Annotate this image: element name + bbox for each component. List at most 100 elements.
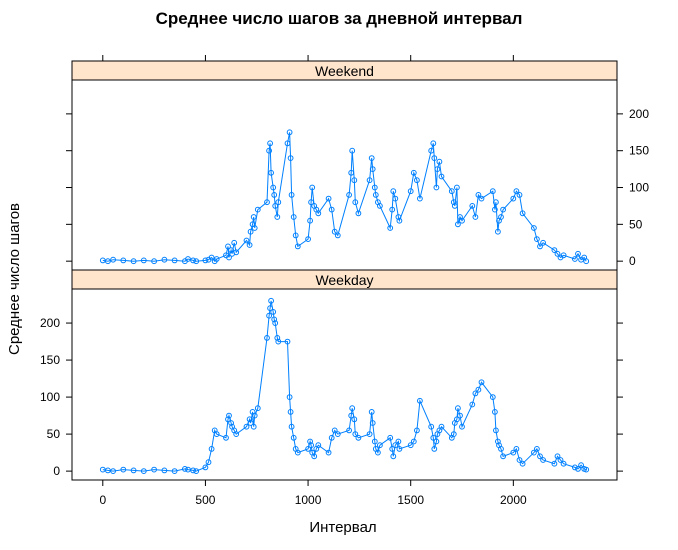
data-point (368, 155, 375, 162)
data-point (287, 409, 294, 415)
data-point (348, 169, 355, 176)
data-point (498, 214, 504, 220)
data-point (519, 460, 526, 467)
data-point (226, 412, 232, 419)
data-point (472, 390, 479, 397)
data-point (243, 423, 250, 430)
data-point (288, 423, 295, 430)
x-tick-label: 1000 (295, 493, 322, 507)
data-point (438, 423, 445, 430)
data-point (202, 257, 209, 264)
data-point (346, 427, 353, 434)
data-point (105, 258, 111, 265)
data-point (284, 338, 291, 345)
data-point (351, 416, 358, 423)
data-point (268, 169, 275, 176)
data-point (489, 188, 496, 195)
data-point (225, 243, 231, 250)
data-point (286, 129, 293, 136)
data-point (572, 256, 578, 262)
data-point (140, 257, 147, 264)
data-point (534, 236, 540, 243)
data-point (414, 427, 420, 434)
data-point (193, 468, 200, 475)
data-point (369, 420, 376, 426)
data-point (436, 158, 443, 165)
data-point (287, 155, 294, 162)
data-point (213, 256, 220, 262)
data-point (500, 453, 507, 460)
y-tick-label: 0 (629, 254, 636, 268)
data-point (407, 188, 414, 195)
data-point (274, 335, 281, 341)
data-point (325, 195, 332, 202)
data-point (331, 228, 338, 235)
data-point (161, 467, 168, 474)
data-point (510, 195, 517, 202)
data-point (315, 442, 322, 449)
data-point (516, 457, 523, 463)
data-point (478, 379, 485, 386)
data-point (469, 203, 476, 209)
data-point (438, 173, 445, 180)
data-point (120, 257, 127, 264)
data-point (495, 228, 501, 235)
data-point (455, 405, 461, 412)
data-point (182, 466, 188, 472)
data-point (434, 166, 441, 173)
x-tick-label: 0 (99, 493, 106, 507)
data-point (294, 449, 301, 456)
data-point (450, 199, 457, 206)
panel-frame-weekday (71, 288, 618, 481)
data-point (410, 438, 417, 445)
data-point (266, 312, 273, 319)
chart-title: Среднее число шагов за дневной интервал (156, 9, 523, 28)
data-point (305, 236, 312, 243)
data-point (516, 192, 523, 198)
data-point (537, 243, 543, 250)
y-tick-label: 50 (47, 427, 61, 441)
data-point (396, 217, 403, 224)
data-point (272, 203, 279, 209)
data-point (534, 446, 540, 452)
data-point (531, 449, 537, 456)
y-tick-label: 150 (629, 144, 649, 158)
data-point (389, 446, 396, 452)
panel-weekend: Weekend 0 50 100 150 200 (66, 60, 649, 271)
x-tick-label: 500 (195, 493, 215, 507)
data-point (140, 468, 147, 475)
data-point (228, 420, 235, 426)
data-point (213, 431, 220, 438)
data-point (433, 438, 440, 445)
data-point (348, 412, 355, 419)
data-point (489, 394, 496, 401)
data-point (493, 427, 499, 434)
y-tick-label: 150 (40, 353, 60, 367)
series-line-weekend (102, 132, 587, 262)
data-point (185, 256, 191, 262)
series-line-weekday (102, 300, 587, 472)
data-point (161, 256, 168, 263)
data-point (554, 453, 561, 460)
data-point (193, 258, 200, 265)
data-point (346, 192, 353, 198)
data-point (428, 147, 435, 154)
data-point (233, 431, 240, 438)
data-point (371, 438, 378, 445)
data-point (270, 309, 277, 315)
data-point (254, 405, 261, 412)
y-tick-label: 50 (629, 217, 643, 231)
data-point (309, 184, 316, 191)
data-point (228, 247, 235, 254)
data-point (247, 420, 254, 426)
data-point (430, 140, 437, 147)
data-point (390, 188, 397, 195)
data-point (190, 467, 197, 474)
data-point (372, 192, 379, 198)
data-point (328, 206, 335, 213)
data-point (531, 225, 537, 231)
data-point (417, 397, 423, 404)
data-point (290, 434, 297, 441)
data-point (267, 140, 274, 147)
